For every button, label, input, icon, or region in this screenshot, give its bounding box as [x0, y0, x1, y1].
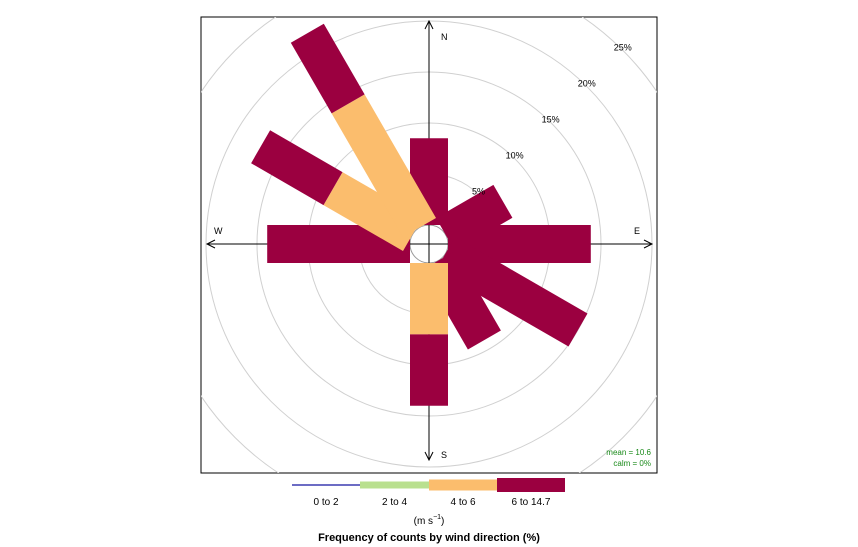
compass-n-label: N — [441, 32, 448, 42]
mean-stat: mean = 10.6 — [606, 448, 651, 457]
chart-title: Frequency of counts by wind direction (%… — [318, 532, 540, 544]
legend-label: 2 to 4 — [382, 497, 407, 508]
petal-segment — [323, 172, 422, 251]
ring-label: 20% — [578, 78, 596, 88]
arrow-n — [424, 19, 434, 30]
legend-swatch — [429, 479, 497, 491]
petal-segment — [410, 334, 448, 406]
legend-swatch — [360, 481, 429, 489]
units-label: (m s−1) — [414, 514, 445, 527]
arrow-e — [643, 239, 654, 249]
petal-segment — [251, 130, 343, 206]
arrow-s — [424, 451, 434, 462]
legend-swatch — [497, 478, 565, 492]
legend-swatch — [292, 484, 360, 486]
petal-segment — [290, 23, 365, 114]
compass-e-label: E — [634, 226, 640, 236]
compass-w-label: W — [214, 226, 223, 236]
legend: 0 to 2 2 to 4 4 to 6 6 to 14.7 — [292, 478, 565, 508]
plot-frame — [200, 16, 658, 474]
petal-segment — [410, 263, 448, 335]
compass-s-label: S — [441, 450, 447, 460]
petals — [251, 23, 591, 406]
legend-label: 4 to 6 — [450, 497, 475, 508]
ring-label: 5% — [472, 187, 485, 197]
calm-stat: calm = 0% — [613, 459, 651, 468]
legend-label: 6 to 14.7 — [512, 497, 551, 508]
petal-segment — [331, 94, 436, 238]
ring-labels: 5% 10% 15% 20% 25% — [472, 42, 632, 196]
arrow-w — [205, 239, 216, 249]
ring-label: 15% — [542, 114, 560, 124]
ring-label: 25% — [614, 42, 632, 52]
petal-segment — [448, 225, 591, 263]
ring-label: 10% — [506, 150, 524, 160]
petal-segment — [436, 237, 588, 347]
petal-segment — [267, 225, 410, 263]
legend-label: 0 to 2 — [313, 497, 338, 508]
